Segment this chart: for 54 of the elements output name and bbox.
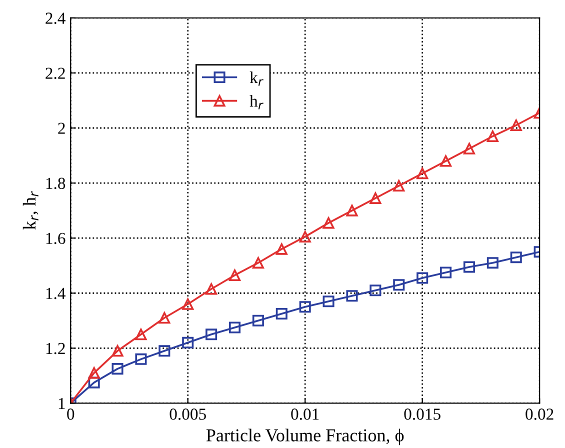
- y-axis-title: k$_{r}$, h$_{r}$: [22, 191, 38, 230]
- point: [88, 367, 100, 379]
- point: [276, 243, 288, 255]
- point: [322, 217, 334, 229]
- point: [486, 130, 498, 142]
- y-tick-label: 1.2: [46, 342, 65, 354]
- point: [416, 168, 428, 180]
- point: [276, 308, 288, 320]
- point: [182, 336, 194, 348]
- point: [135, 328, 147, 340]
- point: [346, 290, 358, 302]
- point: [135, 353, 147, 365]
- x-tick-label: 0.01: [291, 408, 319, 420]
- point: [252, 314, 264, 326]
- point: [370, 284, 382, 296]
- point: [206, 283, 218, 295]
- y-tick-label: 2: [58, 122, 65, 134]
- point: [252, 257, 264, 269]
- y-tick-label: 2.2: [46, 68, 65, 79]
- point: [158, 312, 170, 324]
- point: [299, 301, 311, 313]
- point: [228, 322, 241, 334]
- point: [322, 296, 334, 308]
- y-tick-label: 1.6: [46, 232, 66, 244]
- legend-label: k$_{r}$: [250, 71, 264, 86]
- point: [370, 192, 382, 204]
- point: [182, 298, 194, 310]
- point: [440, 266, 452, 278]
- y-tick-label: 1: [58, 398, 65, 409]
- legend-label: h$_{r}$: [250, 94, 264, 110]
- x-tick-label: 0.02: [526, 408, 554, 420]
- point: [440, 155, 452, 167]
- x-tick-label: 0: [67, 408, 74, 420]
- point: [393, 279, 405, 291]
- x-tick-label: 0.015: [404, 408, 440, 420]
- point: [463, 261, 475, 273]
- point: [346, 204, 358, 216]
- point: [112, 345, 124, 357]
- point: [510, 119, 522, 132]
- point: [206, 328, 218, 340]
- point: [112, 363, 124, 375]
- x-tick-label: 0.005: [170, 408, 206, 420]
- point: [228, 269, 241, 281]
- point: [416, 272, 428, 284]
- point: [463, 142, 475, 154]
- point: [486, 257, 498, 269]
- point: [393, 180, 405, 192]
- point: [158, 345, 170, 357]
- point: [299, 230, 311, 242]
- y-tick-label: 2.4: [46, 12, 66, 24]
- y-tick-label: 1.8: [46, 178, 66, 190]
- x-axis-title: Particle Volume Fraction, ϕ: [206, 428, 404, 446]
- y-tick-label: 1.4: [46, 288, 66, 300]
- point: [510, 252, 522, 264]
